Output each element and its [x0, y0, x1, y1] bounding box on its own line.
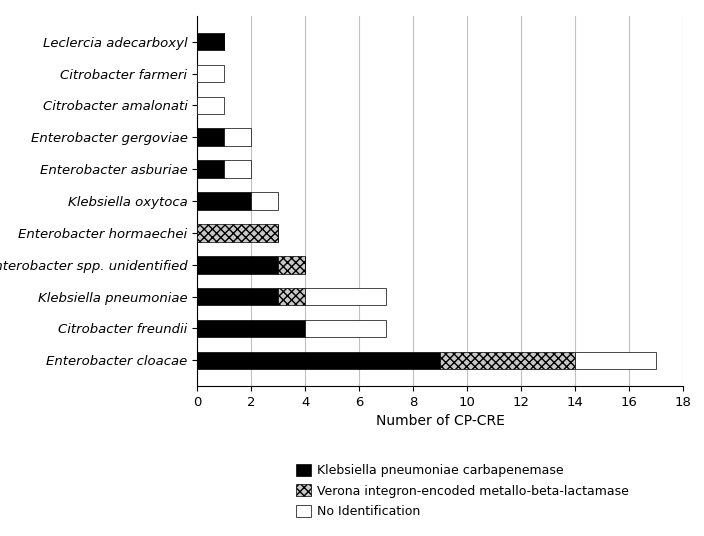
Bar: [197, 352, 440, 369]
Bar: [251, 192, 278, 210]
Bar: [575, 352, 656, 369]
Bar: [197, 256, 278, 273]
Bar: [197, 192, 251, 210]
Bar: [197, 65, 224, 83]
Bar: [197, 160, 224, 178]
Bar: [197, 288, 278, 306]
Bar: [224, 160, 251, 178]
Bar: [197, 33, 224, 50]
X-axis label: Number of CP-CRE: Number of CP-CRE: [375, 414, 505, 428]
Bar: [224, 129, 251, 146]
Bar: [197, 224, 278, 242]
Bar: [197, 96, 224, 114]
Bar: [197, 319, 305, 337]
Bar: [305, 288, 386, 306]
Bar: [278, 256, 305, 273]
Legend: Klebsiella pneumoniae carbapenemase, Verona integron-encoded metallo-beta-lactam: Klebsiella pneumoniae carbapenemase, Ver…: [291, 459, 634, 524]
Bar: [197, 129, 224, 146]
Bar: [305, 319, 386, 337]
Bar: [278, 288, 305, 306]
Bar: [440, 352, 575, 369]
